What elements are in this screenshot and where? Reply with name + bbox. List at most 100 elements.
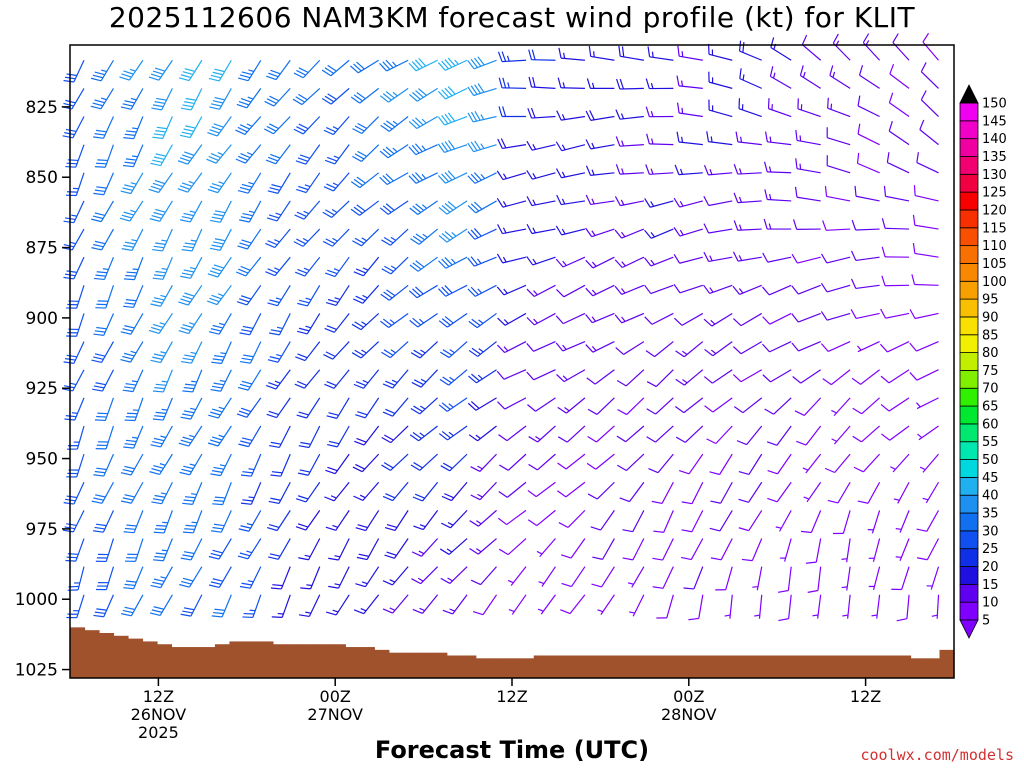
barb-feather [154, 494, 165, 498]
barb-staff [914, 224, 939, 230]
barb-feather [268, 523, 280, 529]
barb-staff [531, 228, 556, 235]
barb-feather [880, 308, 887, 319]
barb-staff [73, 256, 85, 280]
barb-feather [614, 259, 623, 268]
wind-barb [557, 397, 586, 414]
barb-feather [709, 471, 720, 476]
barb-feather [266, 125, 277, 132]
barb-feather [356, 204, 366, 212]
barb-staff [595, 453, 615, 470]
wind-barb [381, 256, 409, 275]
barb-staff [740, 369, 763, 383]
barb-feather [824, 467, 835, 474]
barb-staff [190, 397, 203, 420]
barb-staff [134, 538, 144, 562]
barb-feather [327, 466, 338, 472]
barb-staff [446, 228, 468, 243]
x-tick-label: 26NOV [131, 705, 187, 724]
barb-feather [498, 106, 503, 117]
barb-staff [416, 284, 438, 299]
barb-half-feather [768, 166, 772, 173]
barb-staff [244, 116, 262, 135]
wind-barb [323, 341, 350, 360]
wind-barb [645, 341, 674, 358]
barb-feather [267, 190, 279, 194]
barb-feather [733, 406, 744, 414]
wind-barb [558, 509, 586, 528]
wind-barb [408, 143, 438, 156]
barb-feather [126, 524, 137, 527]
wind-barb [321, 87, 350, 105]
wind-barb [762, 369, 792, 383]
barb-staff [666, 594, 674, 619]
wind-barb [683, 566, 704, 590]
colorbar-bin [959, 601, 979, 621]
barb-staff [566, 397, 586, 414]
barb-half-feather [419, 432, 425, 437]
barb-feather [880, 403, 890, 412]
barb-feather [328, 557, 339, 561]
wind-barb [470, 481, 497, 501]
wind-barb [777, 566, 792, 593]
barb-feather [415, 286, 424, 295]
barb-staff [389, 341, 409, 359]
wind-barb [271, 594, 291, 618]
barb-feather [496, 198, 504, 208]
barb-feather [94, 330, 106, 333]
wind-barb [240, 482, 262, 505]
barb-feather [122, 497, 134, 501]
barb-feather [242, 499, 253, 502]
barb-feather [211, 470, 223, 473]
barb-staff [535, 481, 556, 498]
barb-staff [620, 55, 644, 61]
wind-barb [209, 88, 232, 110]
barb-feather [498, 548, 509, 556]
barb-staff [619, 172, 644, 175]
wind-barb [799, 65, 821, 89]
barb-half-feather [392, 91, 398, 97]
barb-half-feather [710, 319, 716, 325]
wind-barb [354, 425, 380, 446]
colorbar-bin [959, 316, 979, 336]
wind-barb [497, 397, 527, 410]
barb-staff [859, 74, 880, 89]
barb-feather [152, 104, 164, 108]
wind-barb [239, 200, 262, 223]
barb-feather [856, 152, 860, 164]
terrain-column [156, 644, 173, 678]
barb-staff [719, 510, 733, 532]
wind-barb [412, 481, 439, 502]
barb-feather [178, 77, 190, 82]
wind-barb [210, 510, 232, 533]
barb-staff [277, 341, 291, 363]
barb-staff [72, 510, 85, 533]
wind-barb [675, 341, 704, 358]
barb-half-feather [507, 579, 514, 584]
barb-staff [767, 171, 792, 174]
barb-feather [298, 299, 310, 304]
barb-half-feather [591, 230, 596, 236]
barb-feather [210, 388, 221, 392]
barb-half-feather [160, 435, 167, 439]
barb-half-feather [218, 406, 225, 410]
wind-barb [267, 172, 291, 194]
barb-staff [161, 88, 173, 111]
barb-feather [124, 325, 135, 329]
barb-feather [124, 527, 136, 530]
barb-feather [264, 100, 275, 107]
barb-half-feather [102, 268, 109, 271]
wind-barb [919, 119, 939, 146]
barb-feather [65, 128, 77, 133]
barb-staff [855, 195, 880, 202]
barb-feather [916, 152, 919, 163]
barb-staff [678, 85, 703, 89]
barb-staff [565, 481, 586, 498]
barb-feather [238, 100, 250, 106]
barb-feather [706, 131, 710, 142]
barb-feather [651, 500, 663, 505]
barb-feather [531, 49, 536, 60]
barb-feather [208, 414, 219, 419]
barb-staff [473, 144, 497, 153]
wind-barb [91, 481, 114, 504]
